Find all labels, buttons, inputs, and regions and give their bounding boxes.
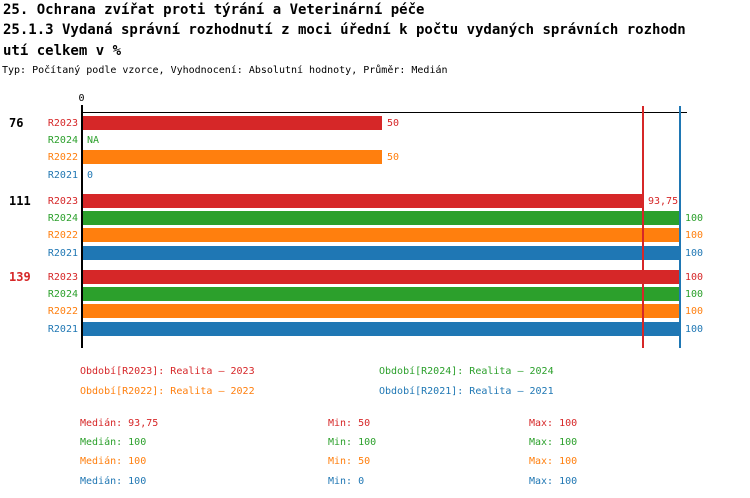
series-row-label: R2021 [47,323,78,335]
group-label: 76 [9,116,24,130]
bar-value-label: 100 [685,306,704,318]
bar [83,150,382,165]
bar [83,194,643,208]
bar-value-label: NA [87,135,100,147]
series-row-label: R2024 [47,289,78,301]
stat-min-r2022: Min: 50 [328,456,371,467]
group-label: 111 [9,194,31,208]
bar-value-label: 100 [685,247,704,259]
stat-median-r2022: Medián: 100 [80,456,147,467]
chart-subtitle: Typ: Počítaný podle vzorce, Vyhodnocení:… [2,65,448,76]
bar-value-label: 100 [685,272,704,283]
stat-max-r2021: Max: 100 [529,476,578,487]
chart-title-line-1: 25. Ochrana zvířat proti týrání a Veteri… [3,2,425,18]
series-row-label: R2022 [47,306,78,318]
bar [83,211,680,226]
stat-max-r2022: Max: 100 [529,456,578,467]
series-row-label: R2023 [47,272,78,283]
series-row-label: R2021 [47,247,78,259]
median-guide-line [642,106,644,348]
bar-value-label: 100 [685,289,704,301]
series-row-label: R2023 [47,196,78,207]
legend-item-r2023: Období[R2023]: Realita – 2023 [80,366,255,377]
bar [83,270,680,284]
bar [83,304,680,319]
bar-value-label: 50 [387,118,400,129]
zero-tick-label: 0 [78,93,85,104]
bar-value-label: 100 [685,213,704,225]
bar-value-label: 93,75 [648,196,679,207]
legend-item-r2021: Období[R2021]: Realita – 2021 [379,386,554,397]
series-row-label: R2024 [47,213,78,225]
stat-min-r2021: Min: 0 [328,476,365,487]
bar-value-label: 100 [685,230,704,242]
legend-item-r2024: Období[R2024]: Realita – 2024 [379,366,554,377]
bar [83,228,680,243]
legend-item-r2022: Období[R2022]: Realita – 2022 [80,386,255,397]
stat-median-r2021: Medián: 100 [80,476,147,487]
series-row-label: R2023 [47,118,78,129]
x-axis-line [81,112,687,113]
chart-title-line-2: 25.1.3 Vydaná správní rozhodnutí z moci … [3,22,686,38]
y-axis-line [81,105,83,348]
stat-median-r2023: Medián: 93,75 [80,418,159,429]
series-row-label: R2022 [47,152,78,164]
stat-max-r2023: Max: 100 [529,418,578,429]
chart-title-line-3: utí celkem v % [3,43,122,59]
stat-max-r2024: Max: 100 [529,437,578,448]
group-label: 139 [9,270,31,284]
stat-median-r2024: Medián: 100 [80,437,147,448]
median-guide-line [679,106,681,348]
bar [83,245,680,260]
bar [83,116,382,130]
stat-min-r2024: Min: 100 [328,437,377,448]
bar-value-label: 100 [685,323,704,335]
bar-value-label: 0 [87,169,94,181]
bar [83,321,680,336]
series-row-label: R2021 [47,169,78,181]
series-row-label: R2022 [47,230,78,242]
stat-min-r2023: Min: 50 [328,418,371,429]
bar-value-label: 50 [387,152,400,164]
series-row-label: R2024 [47,135,78,147]
bar [83,287,680,302]
